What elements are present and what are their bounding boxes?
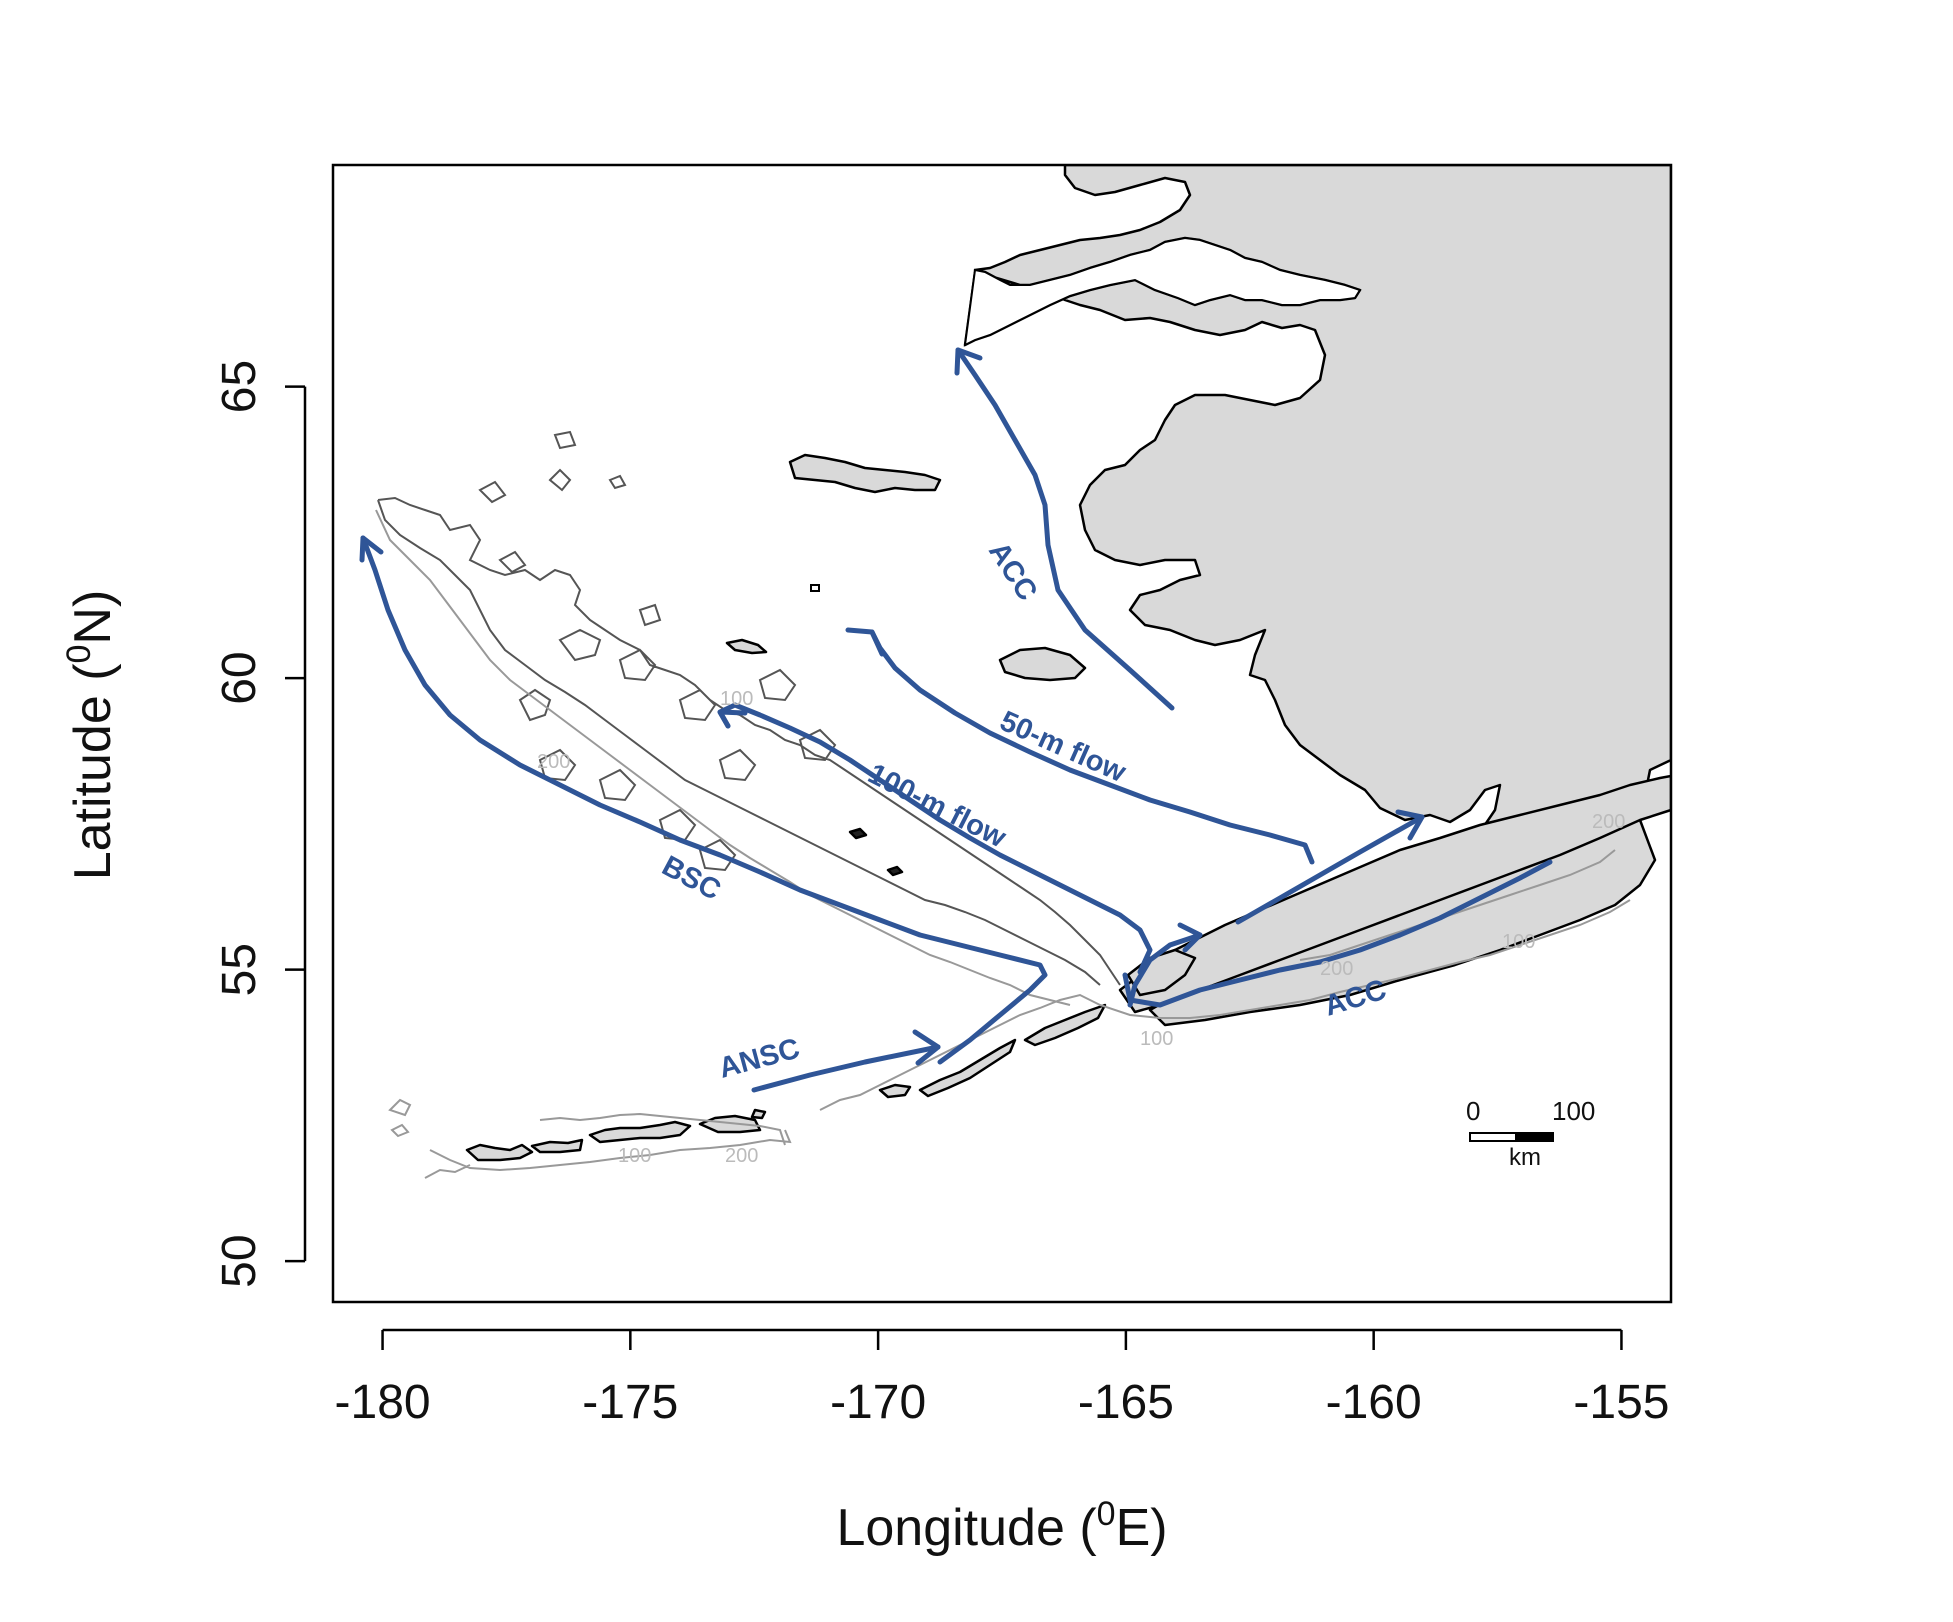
flow-100m-path <box>717 702 1153 975</box>
acc-north-arrowhead <box>954 347 983 376</box>
acc-south-path <box>1122 859 1553 1008</box>
unimak-arrowhead <box>1177 922 1203 953</box>
acc-north-path <box>955 347 1175 711</box>
contour-label: 200 <box>1592 811 1625 833</box>
label-acc-north: ACC <box>982 536 1043 606</box>
contour-label: 200 <box>725 1145 758 1167</box>
bsc-path <box>360 535 1048 1065</box>
scale-bar-end-label: 100 <box>1552 1096 1595 1126</box>
y-tick-label: 55 <box>213 943 266 996</box>
aleutian-islands <box>465 1003 1107 1162</box>
st-lawrence-island <box>788 453 942 494</box>
label-100m-flow: 100-m flow <box>863 758 1011 855</box>
nunivak-island <box>998 646 1087 682</box>
x-tick-label: -165 <box>1078 1376 1174 1429</box>
plot-frame <box>331 163 1673 1304</box>
x-axis-title: Longitude (0E) <box>836 1495 1167 1557</box>
y-tick-label: 60 <box>213 651 266 704</box>
y-tick-label: 50 <box>213 1234 266 1287</box>
pribilof-island-2 <box>886 865 904 877</box>
contour-label: 100 <box>720 688 753 710</box>
x-tick-label: -175 <box>582 1376 678 1429</box>
contour-label: 200 <box>537 751 570 773</box>
flow-100m-arrowhead <box>717 709 748 729</box>
scale-bar: 0 100 km <box>1466 1096 1595 1171</box>
contour-label: 200 <box>1320 958 1353 980</box>
y-axis: 50 55 60 65 <box>213 360 307 1288</box>
contour-200m <box>375 509 1631 1179</box>
bristol-bay-arrow-path <box>1235 814 1425 925</box>
x-tick-label: -155 <box>1573 1376 1669 1429</box>
norton-sound <box>963 236 1362 347</box>
scale-bar-white-segment <box>1469 1132 1517 1142</box>
st-matthew-island <box>725 638 768 655</box>
x-axis: -180 -175 -170 -165 -160 -155 <box>335 1328 1669 1429</box>
ansc-path <box>751 1044 941 1093</box>
alaska-peninsula <box>1118 774 1671 1014</box>
scale-bar-start-label: 0 <box>1466 1096 1480 1126</box>
pribilof-island <box>848 827 868 840</box>
bsc-arrowhead <box>359 535 384 563</box>
x-tick-label: -170 <box>830 1376 926 1429</box>
contour-label: 100 <box>1140 1028 1173 1050</box>
y-axis-title: Latitude (0N) <box>60 590 122 881</box>
x-tick-label: -180 <box>335 1376 431 1429</box>
unimak-arrow-path <box>1127 932 1203 1008</box>
plot-area: ACC 50-m flow 100-m flow BSC ANSC ACC 10… <box>359 165 1671 1179</box>
flow-50m-arrowhead <box>845 627 885 657</box>
ansc-arrowhead <box>912 1029 941 1066</box>
contour-label: 100 <box>1502 931 1535 953</box>
scale-bar-black-segment <box>1515 1132 1554 1142</box>
y-tick-label: 65 <box>213 360 266 413</box>
contour-label: 100 <box>618 1145 651 1167</box>
label-ansc: ANSC <box>716 1033 804 1085</box>
tiny-island <box>810 584 820 592</box>
bristol-bay-arrowhead <box>1395 809 1425 841</box>
current-arrows <box>359 347 1553 1093</box>
flow-50m-path <box>869 629 1315 865</box>
x-tick-label: -160 <box>1326 1376 1422 1429</box>
label-bsc: BSC <box>657 850 726 907</box>
scale-bar-unit: km <box>1509 1144 1541 1171</box>
